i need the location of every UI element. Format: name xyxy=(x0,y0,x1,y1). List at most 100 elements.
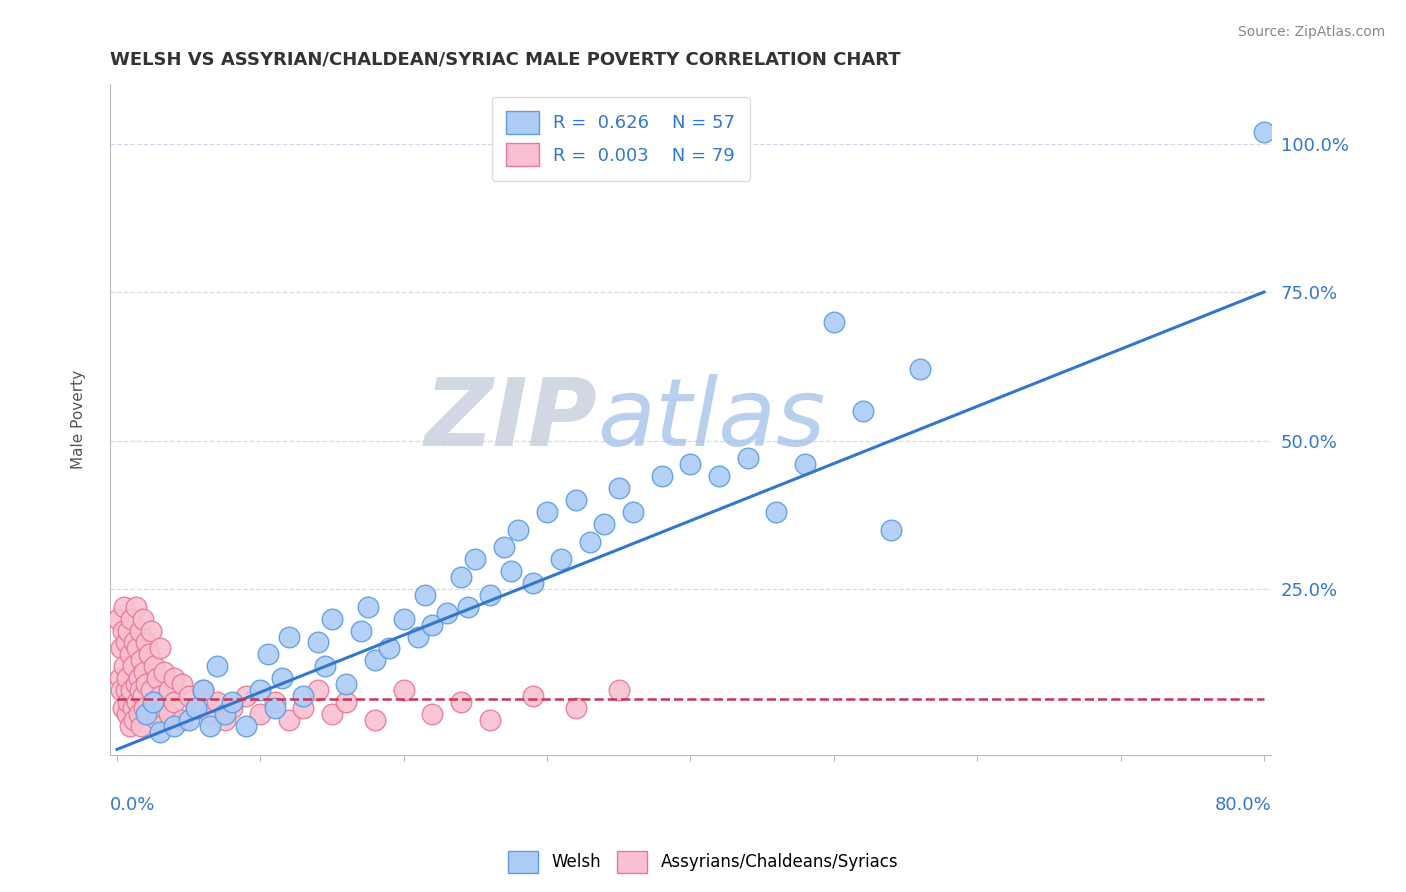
Point xyxy=(307,683,329,698)
Point xyxy=(851,404,873,418)
Point xyxy=(177,713,200,727)
Point xyxy=(214,706,236,721)
Point xyxy=(406,630,429,644)
Point xyxy=(621,505,644,519)
Point xyxy=(127,641,149,656)
Point xyxy=(679,458,702,472)
Point xyxy=(112,659,135,673)
Point xyxy=(135,706,157,721)
Point xyxy=(392,612,415,626)
Point xyxy=(478,713,501,727)
Point xyxy=(138,706,160,721)
Point xyxy=(142,695,165,709)
Text: Source: ZipAtlas.com: Source: ZipAtlas.com xyxy=(1237,25,1385,39)
Point xyxy=(128,706,150,721)
Point xyxy=(321,612,343,626)
Point xyxy=(221,695,243,709)
Point xyxy=(235,689,257,703)
Point xyxy=(478,588,501,602)
Point xyxy=(146,713,169,727)
Point xyxy=(153,701,176,715)
Point xyxy=(128,671,150,685)
Point xyxy=(207,659,229,673)
Point xyxy=(115,671,138,685)
Point xyxy=(200,706,222,721)
Point xyxy=(494,541,516,555)
Point xyxy=(118,648,141,662)
Point xyxy=(110,641,132,656)
Point xyxy=(522,576,544,591)
Text: WELSH VS ASSYRIAN/CHALDEAN/SYRIAC MALE POVERTY CORRELATION CHART: WELSH VS ASSYRIAN/CHALDEAN/SYRIAC MALE P… xyxy=(110,51,900,69)
Point xyxy=(880,523,903,537)
Point xyxy=(378,641,401,656)
Point xyxy=(607,683,630,698)
Point xyxy=(184,701,207,715)
Point xyxy=(307,635,329,649)
Point xyxy=(501,564,523,578)
Point xyxy=(138,648,160,662)
Point xyxy=(335,695,357,709)
Point xyxy=(292,701,315,715)
Point xyxy=(122,635,145,649)
Point xyxy=(436,606,458,620)
Point xyxy=(135,677,157,691)
Text: 80.0%: 80.0% xyxy=(1215,796,1271,814)
Legend: R =  0.626    N = 57, R =  0.003    N = 79: R = 0.626 N = 57, R = 0.003 N = 79 xyxy=(492,96,749,181)
Point xyxy=(131,719,153,733)
Point xyxy=(607,481,630,495)
Point xyxy=(153,665,176,680)
Point xyxy=(141,683,163,698)
Point xyxy=(579,534,602,549)
Text: atlas: atlas xyxy=(598,375,825,466)
Point xyxy=(122,713,145,727)
Point xyxy=(364,653,387,667)
Point xyxy=(191,683,214,698)
Point xyxy=(214,713,236,727)
Point xyxy=(146,671,169,685)
Text: ZIP: ZIP xyxy=(425,374,598,466)
Point xyxy=(149,689,172,703)
Point xyxy=(112,599,135,614)
Point xyxy=(149,724,172,739)
Point xyxy=(522,689,544,703)
Legend: Welsh, Assyrians/Chaldeans/Syriacs: Welsh, Assyrians/Chaldeans/Syriacs xyxy=(501,845,905,880)
Point xyxy=(422,706,444,721)
Point xyxy=(292,689,315,703)
Point xyxy=(114,635,136,649)
Point xyxy=(121,659,143,673)
Point xyxy=(550,552,572,566)
Point xyxy=(134,665,156,680)
Point xyxy=(221,701,243,715)
Point xyxy=(450,695,472,709)
Point xyxy=(184,701,207,715)
Point xyxy=(464,552,486,566)
Point xyxy=(110,683,132,698)
Y-axis label: Male Poverty: Male Poverty xyxy=(72,370,86,469)
Point xyxy=(422,617,444,632)
Point xyxy=(270,671,292,685)
Point xyxy=(111,701,134,715)
Point xyxy=(114,683,136,698)
Point xyxy=(263,695,285,709)
Point xyxy=(278,630,301,644)
Point xyxy=(118,719,141,733)
Point xyxy=(249,683,271,698)
Point xyxy=(131,653,153,667)
Point xyxy=(1253,125,1275,139)
Point xyxy=(392,683,415,698)
Point xyxy=(413,588,436,602)
Point xyxy=(593,516,616,531)
Point xyxy=(134,701,156,715)
Point xyxy=(157,706,180,721)
Point xyxy=(794,458,817,472)
Point xyxy=(170,713,193,727)
Point xyxy=(124,677,146,691)
Point xyxy=(256,648,278,662)
Point xyxy=(108,671,131,685)
Point xyxy=(143,659,166,673)
Point xyxy=(278,713,301,727)
Point xyxy=(200,719,222,733)
Point xyxy=(115,706,138,721)
Point xyxy=(135,635,157,649)
Point xyxy=(141,624,163,638)
